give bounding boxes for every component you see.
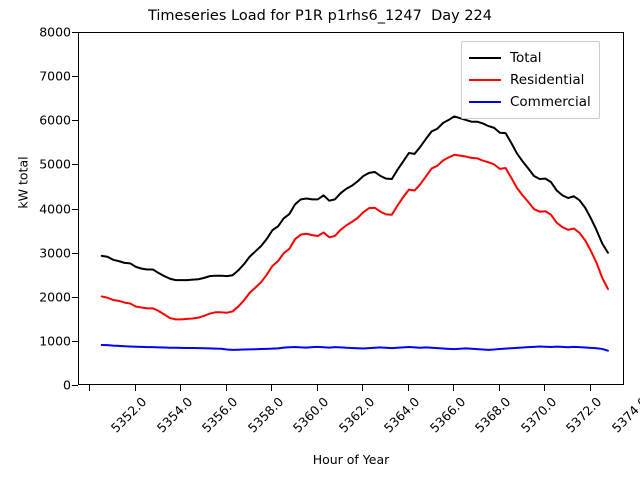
y-axis-tick-label: 4000 (39, 201, 71, 216)
x-axis-tick-label: 5364.0 (381, 394, 423, 436)
series-lines (100, 115, 609, 352)
x-axis-tick-label: 5354.0 (153, 394, 196, 436)
legend-label: Total (510, 50, 542, 66)
y-axis-tick-label: 8000 (39, 24, 71, 40)
x-axis-tick-mark (498, 385, 500, 391)
x-axis-tick-mark (225, 385, 227, 391)
y-axis-tick-mark (72, 76, 78, 78)
x-axis-tick-label: 5366.0 (426, 394, 469, 436)
chart-legend: Total Residential Commercial (461, 41, 600, 119)
x-axis-tick-mark (407, 385, 409, 391)
y-axis-tick-labels: 0 1000 2000 3000 4000 5000 6000 7000 8000 (0, 0, 71, 480)
legend-label: Commercial (510, 94, 591, 110)
y-axis-tick-label: 7000 (39, 68, 71, 84)
y-axis-tick-mark (72, 120, 78, 122)
legend-label: Residential (510, 72, 585, 88)
legend-item-residential: Residential (469, 69, 591, 91)
x-axis-tick-label: 5374.0 (608, 394, 640, 436)
y-axis-tick-label: 5000 (39, 156, 71, 172)
x-axis-tick-label: 5368.0 (472, 394, 514, 436)
x-axis-tick-mark (589, 385, 591, 391)
y-axis-label: kW total (15, 156, 31, 209)
y-axis-tick-label: 3000 (39, 245, 71, 261)
x-axis-tick-label: 5362.0 (335, 394, 378, 436)
x-axis-tick-mark (453, 385, 455, 391)
chart-title: Timeseries Load for P1R p1rhs6_1247 Day … (147, 8, 493, 24)
x-axis-tick-label: 5360.0 (290, 394, 332, 436)
legend-swatch-total (469, 57, 501, 59)
legend-item-total: Total (469, 47, 591, 69)
y-axis-tick-label: 1000 (39, 333, 71, 349)
x-axis-tick-label: 5372.0 (563, 394, 605, 436)
y-axis-tick-label: 6000 (39, 112, 71, 128)
x-axis-tick-mark (134, 385, 136, 391)
y-axis-tick-mark (72, 340, 78, 342)
x-axis-tick-mark (362, 385, 364, 391)
series-line-total (100, 115, 609, 282)
x-axis-tick-label: 5356.0 (199, 394, 241, 436)
x-axis-tick-mark (544, 385, 546, 391)
series-line-residential (100, 153, 609, 321)
x-axis-tick-label: 5358.0 (244, 394, 287, 436)
x-axis-tick-mark (271, 385, 273, 391)
x-axis-tick-mark (89, 385, 91, 391)
y-axis-tick-mark (72, 252, 78, 254)
legend-swatch-residential (469, 79, 501, 81)
y-axis-tick-label: 2000 (39, 289, 71, 305)
x-axis-tick-mark (180, 385, 182, 391)
y-axis-tick-mark (72, 164, 78, 166)
x-axis-tick-label: 5370.0 (517, 394, 560, 436)
x-axis-tick-label: 5352.0 (108, 394, 150, 436)
x-axis-tick-mark (316, 385, 318, 391)
legend-item-commercial: Commercial (469, 91, 591, 113)
series-line-commercial (100, 343, 609, 352)
y-axis-tick-mark (72, 385, 78, 386)
y-axis-tick-label: 0 (63, 377, 71, 393)
y-axis-tick-mark (72, 296, 78, 298)
x-axis-label: Hour of Year (312, 452, 390, 467)
legend-swatch-commercial (469, 101, 501, 103)
y-axis-tick-mark (72, 208, 78, 210)
y-axis-tick-mark (72, 32, 78, 33)
